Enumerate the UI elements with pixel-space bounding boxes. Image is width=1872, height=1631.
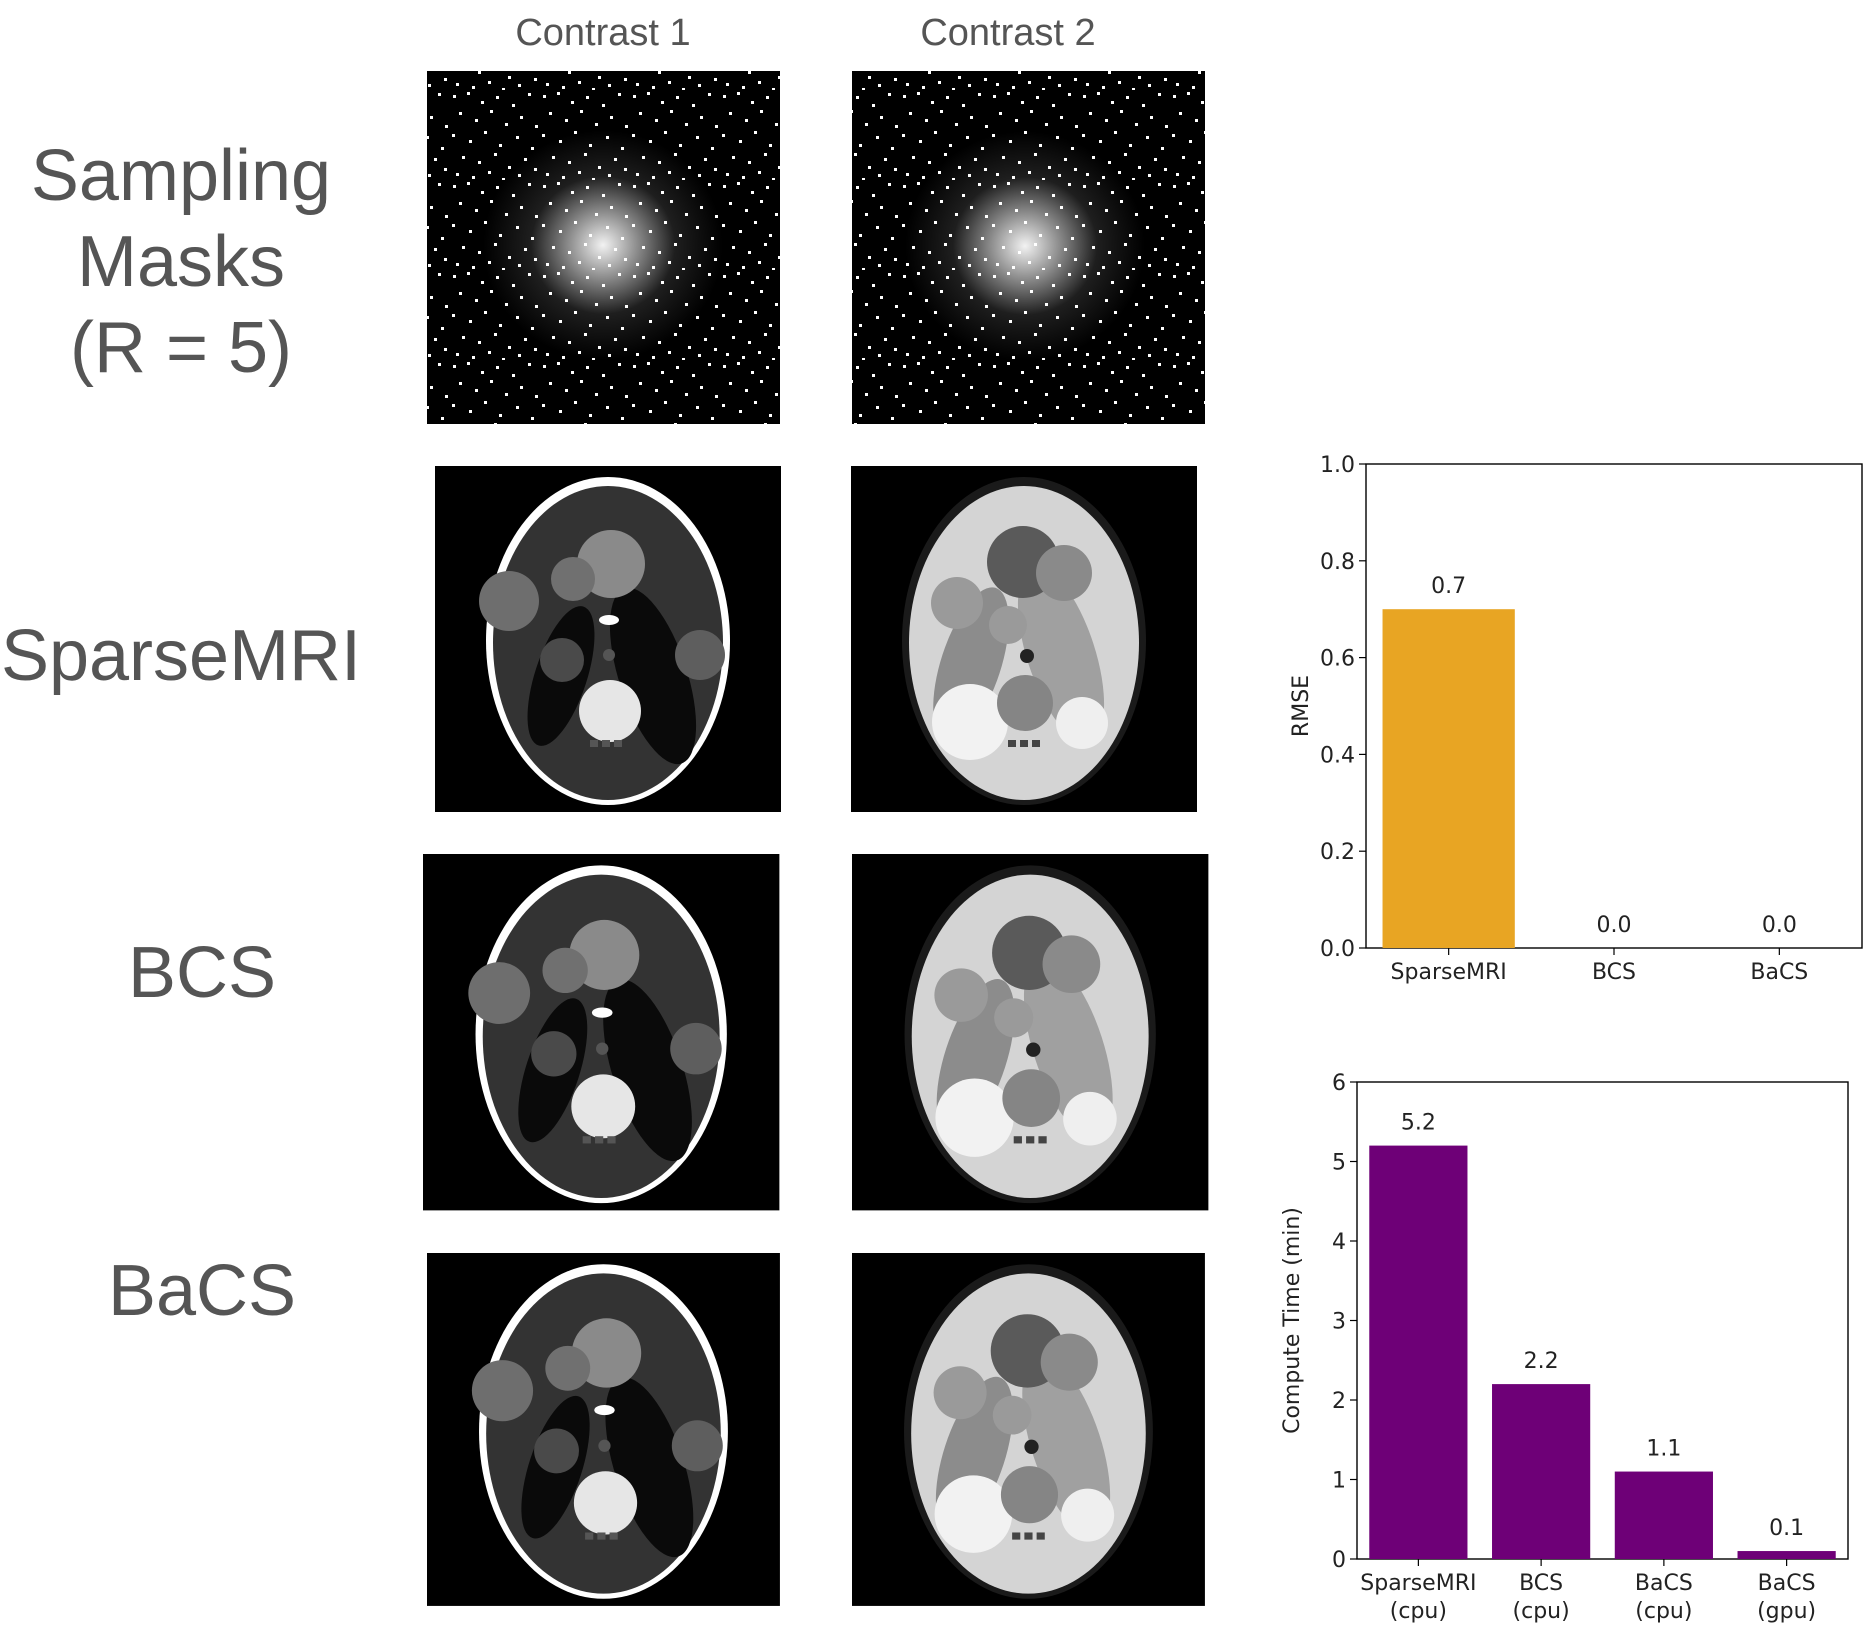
time-data-label: 5.2 bbox=[1401, 1111, 1436, 1136]
sampling-mask-contrast-1 bbox=[427, 71, 780, 424]
time-ytick-label: 6 bbox=[1332, 1071, 1346, 1096]
rmse-ylabel: RMSE bbox=[1289, 675, 1314, 737]
time-xtick-label: BaCS bbox=[1635, 1571, 1693, 1596]
rmse-ytick-label: 0.4 bbox=[1320, 743, 1355, 768]
rmse-xtick-label: BaCS bbox=[1750, 960, 1808, 985]
time-bar bbox=[1492, 1384, 1591, 1559]
time-xtick-label: BaCS bbox=[1758, 1571, 1816, 1596]
time-xtick-label: SparseMRI bbox=[1360, 1571, 1476, 1596]
time-ytick-label: 0 bbox=[1332, 1548, 1346, 1573]
rmse-ytick-label: 0.2 bbox=[1320, 840, 1355, 865]
rmse-ytick-label: 0.0 bbox=[1320, 937, 1355, 962]
rmse-data-label: 0.0 bbox=[1597, 913, 1632, 938]
bcs-contrast-1-image bbox=[423, 854, 780, 1211]
time-data-label: 1.1 bbox=[1646, 1437, 1681, 1462]
rmse-chart: 0.0 0.2 0.4 0.6 0.8 1.0 RMSE 0.7 SparseMRI 0.0 BCS… bbox=[1289, 453, 1863, 985]
time-data-label: 2.2 bbox=[1524, 1349, 1559, 1374]
time-bar bbox=[1369, 1145, 1468, 1559]
time-bar bbox=[1737, 1551, 1836, 1559]
time-ylabel: Compute Time (min) bbox=[1280, 1207, 1305, 1434]
rmse-ytick-label: 1.0 bbox=[1320, 453, 1355, 478]
column-title-contrast-2: Contrast 2 bbox=[920, 12, 1095, 54]
rmse-xtick-label: BCS bbox=[1592, 960, 1636, 985]
bacs-contrast-2-image bbox=[852, 1253, 1205, 1606]
row-label-bacs: BaCS bbox=[108, 1251, 296, 1331]
sparsemri-contrast-1-image bbox=[435, 466, 781, 812]
column-title-contrast-1: Contrast 1 bbox=[515, 12, 690, 54]
time-xtick-label: BCS bbox=[1519, 1571, 1563, 1596]
time-xtick-label: (cpu) bbox=[1390, 1599, 1447, 1624]
sampling-mask-contrast-2 bbox=[852, 71, 1205, 424]
time-xtick-label: (gpu) bbox=[1757, 1599, 1816, 1624]
time-ytick-label: 2 bbox=[1332, 1389, 1346, 1414]
row-label-bcs: BCS bbox=[128, 933, 276, 1013]
rmse-data-label: 0.0 bbox=[1762, 913, 1797, 938]
time-data-label: 0.1 bbox=[1769, 1516, 1804, 1541]
row-label-masks-line-3: (R = 5) bbox=[70, 308, 292, 388]
time-bar bbox=[1614, 1471, 1713, 1559]
rmse-ytick-label: 0.8 bbox=[1320, 550, 1355, 575]
time-xtick-label: (cpu) bbox=[1635, 1599, 1692, 1624]
time-ytick-label: 5 bbox=[1332, 1151, 1346, 1176]
rmse-xtick-label: SparseMRI bbox=[1391, 960, 1507, 985]
time-ytick-label: 1 bbox=[1332, 1469, 1346, 1494]
sparsemri-contrast-2-image bbox=[851, 466, 1197, 812]
bcs-contrast-2-image bbox=[852, 854, 1209, 1211]
time-ytick-label: 4 bbox=[1332, 1230, 1346, 1255]
time-xtick-label: (cpu) bbox=[1513, 1599, 1570, 1624]
time-ytick-label: 3 bbox=[1332, 1310, 1346, 1335]
bacs-contrast-1-image bbox=[427, 1253, 780, 1606]
rmse-data-label: 0.7 bbox=[1431, 574, 1466, 599]
row-label-sparsemri: SparseMRI bbox=[1, 616, 361, 696]
rmse-bar bbox=[1382, 609, 1515, 948]
row-label-masks-line-1: Sampling bbox=[31, 136, 331, 216]
rmse-ytick-label: 0.6 bbox=[1320, 647, 1355, 672]
compute-time-chart: 0 1 2 3 4 5 6 Compute Time (min) 5.2 SparseMRI (cp… bbox=[1280, 1071, 1849, 1624]
row-label-masks-line-2: Masks bbox=[77, 222, 285, 302]
